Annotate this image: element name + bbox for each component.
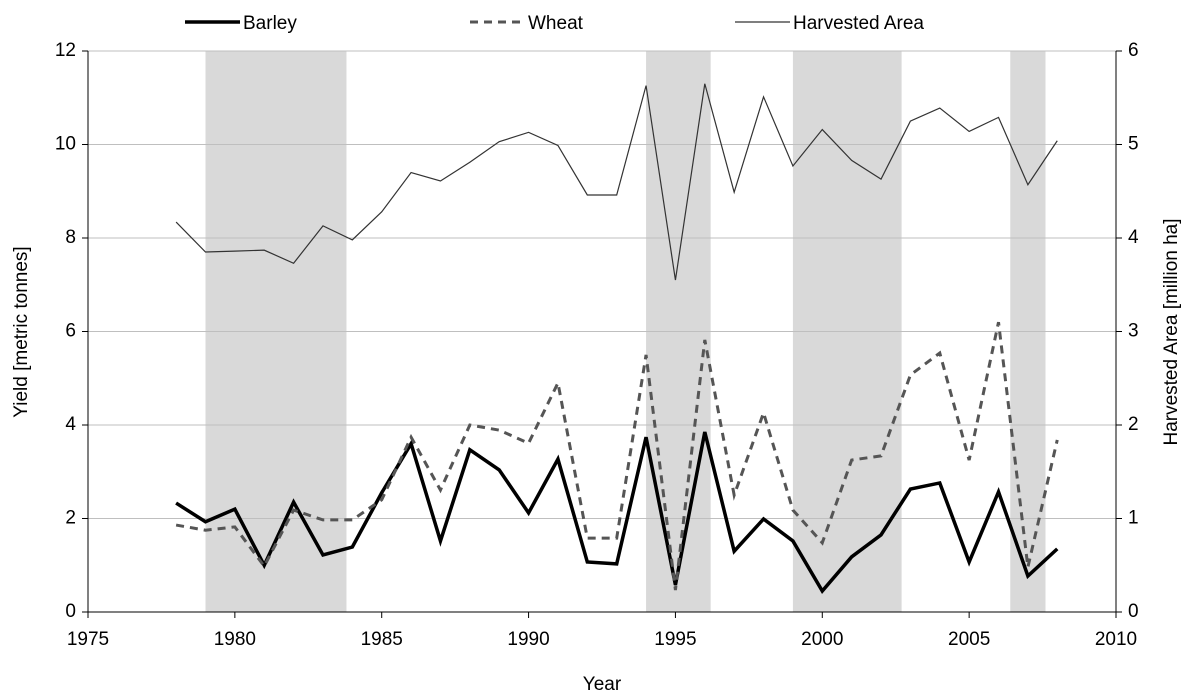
series-line bbox=[175, 321, 1059, 591]
x-axis-label: Year bbox=[583, 674, 622, 695]
y2-tick-label: 3 bbox=[1128, 321, 1139, 342]
y-tick-label: 6 bbox=[65, 321, 76, 342]
y2-tick-label: 6 bbox=[1128, 40, 1139, 61]
x-tick-label: 2005 bbox=[948, 629, 990, 650]
y-tick-label: 0 bbox=[65, 601, 76, 622]
y-tick-label: 4 bbox=[65, 414, 76, 435]
y2-axis-label: Harvested Area [million ha] bbox=[1161, 218, 1182, 445]
y2-tick-label: 2 bbox=[1128, 414, 1139, 435]
x-tick-label: 2010 bbox=[1095, 629, 1137, 650]
y2-tick-label: 5 bbox=[1128, 134, 1139, 155]
x-tick-label: 1985 bbox=[361, 629, 403, 650]
legend-label: Barley bbox=[243, 13, 297, 34]
x-tick-label: 1990 bbox=[507, 629, 549, 650]
y2-tick-label: 1 bbox=[1128, 508, 1139, 529]
series-line bbox=[175, 83, 1058, 281]
series-line bbox=[175, 431, 1059, 594]
x-tick-label: 1975 bbox=[67, 629, 109, 650]
x-tick-label: 1995 bbox=[654, 629, 696, 650]
legend-label: Wheat bbox=[528, 13, 584, 34]
y-tick-label: 10 bbox=[55, 134, 76, 155]
x-tick-label: 1980 bbox=[214, 629, 256, 650]
y2-tick-label: 4 bbox=[1128, 227, 1139, 248]
y-axis-label: Yield [metric tonnes] bbox=[11, 246, 32, 417]
y-tick-label: 2 bbox=[65, 508, 76, 529]
y-tick-label: 8 bbox=[65, 227, 76, 248]
y2-tick-label: 0 bbox=[1128, 601, 1139, 622]
y-tick-label: 12 bbox=[55, 40, 76, 61]
x-tick-label: 2000 bbox=[801, 629, 843, 650]
legend-label: Harvested Area bbox=[793, 13, 924, 34]
